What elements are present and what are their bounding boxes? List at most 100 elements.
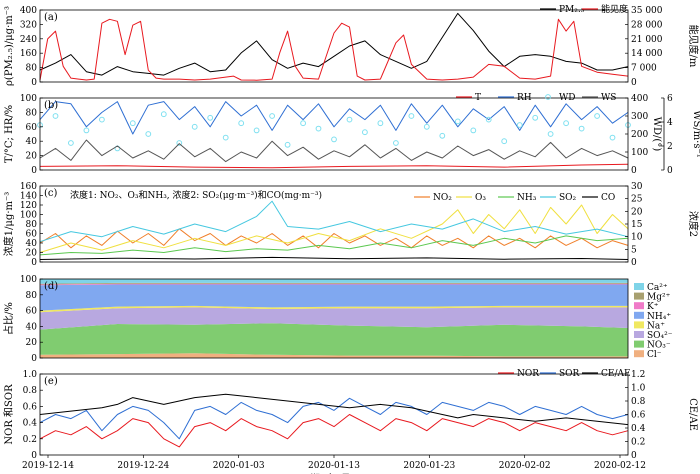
- ytick-label-right-e-4: 0.8: [631, 397, 646, 407]
- marker-b-2-31: [516, 122, 523, 128]
- ytick-label-left-b-2: 40: [26, 137, 38, 147]
- ytick-label-left-d-4: 80: [26, 291, 38, 301]
- marker-b-2-36: [594, 113, 600, 119]
- ytick-label-right-e-6: 1.2: [631, 370, 645, 380]
- ytick-label-left-e-5: 1.0: [23, 370, 38, 380]
- ytick-label-right-e-5: 1.0: [631, 384, 646, 394]
- ylabel-right-a: 能见度/m: [687, 25, 700, 68]
- ytick-label-right-c-4: 20: [631, 207, 643, 217]
- legend-swatch-d-6: [634, 340, 644, 348]
- ytick-label-left-c-5: 100: [20, 211, 37, 221]
- ytick-label-left-a-4: 320: [20, 20, 37, 30]
- ytick-label-mid-b-2: 200: [631, 130, 648, 140]
- ytick-label-left-e-2: 0.4: [23, 419, 38, 429]
- ylabel-mid-b: WD/(°): [651, 117, 662, 152]
- marker-b-2-19: [331, 136, 337, 143]
- xtick-label-6: 2020-02-12: [594, 461, 646, 471]
- marker-b-2-25: [423, 123, 430, 130]
- area-d-3: [40, 305, 628, 313]
- marker-b-2-35: [578, 125, 585, 132]
- legend-swatch-d-4: [634, 321, 644, 329]
- legend-label-b-2: WD: [559, 93, 575, 103]
- series-line-e-2: [39, 393, 629, 426]
- series-line-b-3: [39, 139, 629, 163]
- ylabel-left-d: 占比/%: [2, 302, 15, 335]
- ylabel-right-c: 浓度2: [687, 211, 700, 237]
- legend-label-e-0: NOR: [517, 369, 539, 379]
- legend-label-d-0: Ca²⁺: [647, 283, 668, 293]
- marker-b-2-15: [269, 113, 276, 119]
- ytick-label-right-a-4: 28 000: [631, 20, 663, 30]
- series-line-c-2: [39, 235, 629, 256]
- legend-label-c-4: CO: [601, 193, 615, 203]
- xtick-label-2: 2020-01-03: [213, 461, 265, 471]
- ytick-label-mid-b-4: 400: [631, 94, 648, 104]
- marker-b-2-13: [238, 120, 245, 127]
- panel-tag-d: (d): [44, 281, 58, 292]
- legend-label-d-3: NH₄⁺: [647, 312, 671, 322]
- ytick-label-right-a-1: 7 000: [631, 64, 657, 74]
- legend-label-c-0: NO₂: [433, 193, 452, 203]
- series-line-b-0: [39, 163, 629, 169]
- marker-b-2-10: [191, 123, 198, 130]
- marker-b-2-7: [145, 131, 152, 137]
- ytick-label-mid-b-3: 300: [631, 112, 648, 122]
- marker-b-2-6: [129, 120, 136, 127]
- ytick-label-left-b-3: 60: [26, 123, 38, 133]
- marker-b-2-29: [485, 116, 492, 123]
- legend-label-b-1: RH: [517, 93, 532, 103]
- ytick-label-left-c-8: 160: [20, 182, 37, 192]
- panel-tag-c: (c): [44, 188, 58, 199]
- series-line-a-0: [39, 12, 629, 76]
- panel-a: 0 80 160 240 320 400 0 7 000 14 000 21 000 28 000 3…: [4, 3, 700, 88]
- series-line-c-1: [39, 204, 629, 253]
- ytick-label-left-e-3: 0.6: [23, 402, 38, 412]
- legend-swatch-d-0: [634, 283, 644, 290]
- legend-label-d-6: NO₃⁻: [647, 341, 671, 351]
- legend-swatch-d-7: [634, 350, 644, 358]
- legend-marker-b-2: [545, 94, 551, 100]
- ytick-label-right-c-0: 0: [631, 258, 637, 268]
- marker-b-2-21: [362, 129, 368, 136]
- ytick-label-left-c-6: 120: [20, 201, 37, 211]
- series-line-a-1: [39, 18, 629, 81]
- ytick-label-mid-b-0: 0: [631, 166, 637, 176]
- ytick-label-right-c-6: 30: [631, 182, 643, 192]
- ytick-label-left-b-1: 20: [26, 152, 38, 162]
- area-d-2: [40, 307, 628, 330]
- ytick-label-left-b-4: 80: [26, 108, 38, 118]
- series-line-c-3: [39, 200, 629, 243]
- legend-label-a-1: 能见度: [601, 3, 628, 15]
- ylabel-left-e: NOR 和SOR: [3, 384, 15, 445]
- ytick-label-right-c-5: 25: [631, 195, 643, 205]
- legend-label-b-3: WS: [601, 93, 616, 103]
- legend-label-d-2: K⁺: [647, 302, 659, 312]
- frame-d: [39, 278, 629, 359]
- marker-b-2-37: [609, 134, 616, 141]
- legend-swatch-d-5: [634, 331, 644, 338]
- ytick-label-left-a-3: 240: [20, 35, 37, 45]
- ytick-label-right-e-1: 0.2: [631, 438, 645, 448]
- marker-b-2-20: [346, 116, 353, 123]
- ytick-label-left-d-3: 60: [26, 307, 38, 317]
- marker-b-2-2: [68, 140, 74, 146]
- ylabel-left-b: T/°C; HR/%: [4, 105, 15, 163]
- ytick-label-right-a-0: 0: [631, 78, 637, 88]
- ytick-label-left-a-2: 160: [20, 49, 37, 59]
- legend-label-d-5: SO₄²⁻: [647, 331, 673, 341]
- ytick-label-right-e-3: 0.6: [631, 411, 646, 421]
- ytick-label-left-e-0: 0: [31, 451, 37, 461]
- ytick-label-right-c-2: 10: [631, 233, 643, 243]
- legend-label-c-3: SO₂: [559, 193, 577, 203]
- panel-tag-b: (b): [44, 100, 58, 111]
- ytick-label-left-c-3: 60: [26, 230, 38, 240]
- ytick-label-left-c-7: 140: [20, 192, 37, 202]
- ylabel-right-e: CE/AE: [687, 398, 698, 431]
- ytick-label-left-e-1: 0.2: [23, 435, 37, 445]
- legend-label-d-1: Mg²⁺: [647, 293, 671, 303]
- marker-b-2-28: [470, 127, 477, 134]
- panel-c: 020406080100120140160051015202530(c)浓度1/…: [2, 182, 700, 268]
- marker-b-2-30: [501, 138, 508, 145]
